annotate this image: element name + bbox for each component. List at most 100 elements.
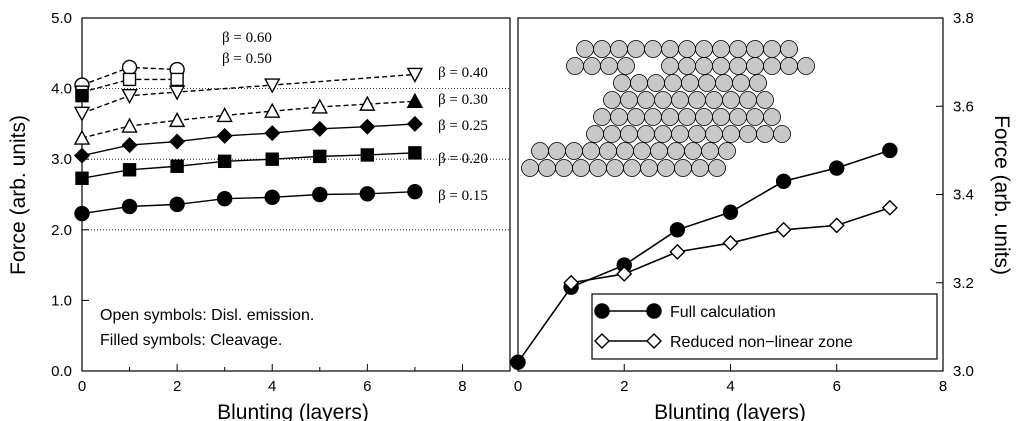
atom — [650, 142, 668, 160]
x-tick-label: 2 — [620, 378, 628, 395]
atom — [701, 142, 719, 160]
atom — [688, 125, 706, 143]
series-line — [517, 149, 891, 363]
y-tick-label: 5.0 — [51, 10, 72, 27]
right-axis-ticks: 3.0 3.2 3.4 3.6 3.8 0 2 4 6 8 — [514, 10, 974, 395]
beta-labels: β = 0.60 β = 0.50 β = 0.40 β = 0.30 β = 0.25… — [222, 30, 488, 204]
reference-lines — [82, 88, 510, 231]
atom — [606, 159, 624, 177]
legend: Full calculation Reduced non−linear zone — [591, 293, 938, 360]
atom — [739, 125, 757, 143]
atom-arrangement-inset — [521, 40, 815, 177]
data-point — [775, 221, 792, 238]
atom — [722, 91, 740, 109]
atom — [572, 159, 590, 177]
atom — [678, 108, 696, 126]
atom — [681, 74, 699, 92]
atom — [780, 57, 798, 75]
data-point — [313, 149, 327, 164]
atom — [617, 57, 635, 75]
atom — [583, 57, 601, 75]
atom — [763, 57, 781, 75]
atom — [644, 108, 662, 126]
atom — [722, 125, 740, 143]
legend-label: Full calculation — [670, 304, 776, 321]
data-point — [408, 146, 422, 160]
data-point — [122, 163, 137, 177]
atom — [661, 57, 679, 75]
y-tick-label: 3.0 — [953, 363, 974, 380]
data-point — [169, 196, 185, 213]
data-point — [264, 189, 280, 206]
data-point — [75, 88, 89, 103]
atom — [664, 74, 682, 92]
data-point — [775, 173, 792, 189]
right-y-axis-title: Force (arb. units) — [990, 115, 1013, 275]
atom — [593, 108, 611, 126]
atom — [637, 91, 655, 109]
left-x-axis-title: Blunting (layers) — [217, 401, 369, 421]
left-panel: 0.0 1.0 2.0 3.0 4.0 5.0 0 2 4 6 8 β = 0.60 β = 0.50… — [7, 10, 511, 421]
data-point — [311, 98, 328, 114]
atom — [644, 40, 662, 58]
data-point — [359, 186, 376, 202]
data-point — [73, 106, 91, 122]
atom — [599, 142, 617, 160]
y-tick-label: 3.2 — [953, 275, 974, 292]
legend-label: Reduced non−linear zone — [670, 334, 853, 351]
atom — [674, 159, 692, 177]
x-tick-label: 4 — [268, 378, 276, 395]
atom — [589, 159, 607, 177]
right-series — [510, 142, 898, 370]
x-tick-label: 6 — [833, 378, 841, 395]
data-point — [121, 117, 138, 133]
atom — [732, 74, 750, 92]
beta-label: β = 0.15 — [438, 188, 488, 204]
beta-label: β = 0.30 — [438, 92, 488, 108]
data-point — [359, 118, 376, 135]
atom — [746, 40, 764, 58]
beta-label: β = 0.40 — [438, 65, 488, 81]
y-tick-label: 1.0 — [51, 292, 72, 309]
x-tick-label: 0 — [78, 378, 86, 395]
series-line — [81, 100, 415, 139]
atom — [593, 40, 611, 58]
atom — [613, 74, 631, 92]
atom — [630, 74, 648, 92]
data-point — [121, 198, 138, 215]
data-point — [563, 274, 580, 291]
atom — [654, 91, 672, 109]
atom — [582, 142, 600, 160]
atom — [531, 142, 549, 160]
data-point — [169, 133, 186, 150]
atom — [667, 142, 685, 160]
data-point — [828, 217, 845, 234]
atom — [729, 108, 747, 126]
data-point — [75, 171, 89, 185]
atom — [705, 125, 723, 143]
note-open-symbols: Open symbols: Disl. emission. — [100, 307, 314, 324]
atom — [565, 142, 583, 160]
x-tick-label: 4 — [726, 378, 734, 395]
data-point — [510, 354, 526, 370]
note-filled-symbols: Filled symbols: Cleavage. — [100, 332, 282, 349]
y-tick-label: 4.0 — [51, 81, 72, 98]
data-point — [360, 148, 375, 162]
atom — [739, 91, 757, 109]
x-tick-label: 2 — [173, 378, 181, 395]
left-series — [73, 59, 424, 222]
atom — [620, 91, 638, 109]
atom — [620, 125, 638, 143]
atom — [712, 108, 730, 126]
atom — [695, 57, 713, 75]
data-point — [217, 154, 232, 169]
data-point — [121, 59, 138, 76]
atom — [705, 91, 723, 109]
left-plot-frame — [81, 17, 511, 372]
x-tick-label: 0 — [514, 378, 522, 395]
atom — [671, 91, 689, 109]
series-line — [81, 190, 415, 215]
beta-label: β = 0.50 — [222, 51, 272, 67]
data-point — [122, 72, 137, 87]
atom — [647, 74, 665, 92]
